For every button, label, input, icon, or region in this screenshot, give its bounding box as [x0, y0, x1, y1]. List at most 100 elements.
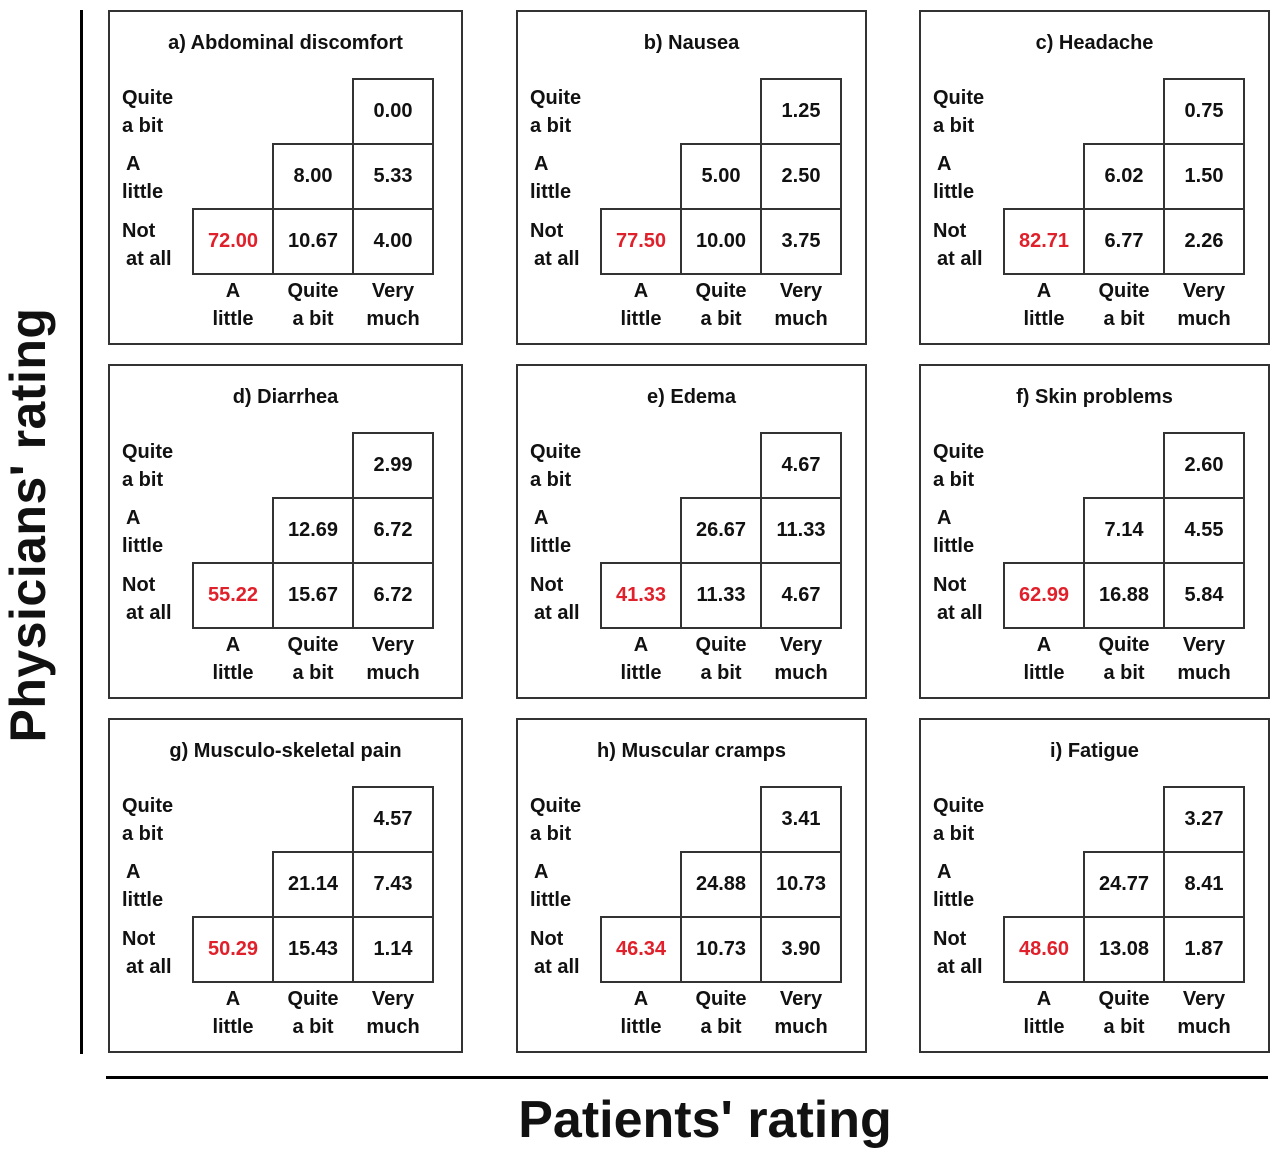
panel-title: f) Skin problems — [1016, 386, 1173, 408]
x-axis-line — [106, 1076, 1268, 1079]
column-label-line: a bit — [292, 662, 334, 684]
table-cell: 26.67 — [680, 497, 762, 564]
column-label-line: Quite — [287, 280, 339, 302]
table-cell: 15.43 — [272, 916, 354, 983]
table-cell: 24.77 — [1083, 851, 1165, 918]
column-label: Quite a bit — [1083, 277, 1165, 333]
row-label-line: A — [534, 153, 549, 175]
column-label: Very much — [760, 985, 842, 1041]
row-label-line: a bit — [122, 823, 164, 845]
column-label-line: Very — [371, 634, 415, 656]
row-label-line: Not — [122, 574, 156, 596]
column-label: Very much — [1163, 631, 1245, 687]
highlight-cell: 62.99 — [1003, 562, 1085, 629]
column-label-line: a bit — [700, 1016, 742, 1038]
column-label: Very much — [760, 277, 842, 333]
row-label-line: A — [937, 507, 952, 529]
panel-title: c) Headache — [1035, 32, 1154, 54]
y-axis-label: Physicians' rating — [0, 307, 56, 743]
column-label-line: A — [633, 634, 649, 656]
row-label-line: Quite — [530, 795, 582, 817]
table-cell: 1.50 — [1163, 143, 1245, 210]
row-label-line: A — [534, 507, 549, 529]
panel-title: e) Edema — [647, 386, 736, 408]
column-label-line: A — [225, 988, 241, 1010]
column-label-line: Quite — [695, 634, 747, 656]
table-cell: 6.72 — [352, 562, 434, 629]
row-label-line: at all — [937, 248, 983, 270]
panel-title: i) Fatigue — [1050, 740, 1139, 762]
row-label-line: Quite — [933, 441, 985, 463]
table-cell: 5.33 — [352, 143, 434, 210]
column-label: Quite a bit — [1083, 631, 1165, 687]
table-cell: 6.02 — [1083, 143, 1165, 210]
column-label-line: little — [1023, 1016, 1065, 1038]
row-label: Quite a bit — [122, 84, 173, 140]
table-cell: 8.00 — [272, 143, 354, 210]
column-label-line: Quite — [1098, 280, 1150, 302]
row-label-line: little — [933, 181, 975, 203]
row-label-line: at all — [126, 248, 172, 270]
row-label-line: little — [122, 889, 164, 911]
row-label: Quite a bit — [530, 792, 581, 848]
row-label: Not at all — [122, 925, 172, 981]
row-label: Not at all — [933, 925, 983, 981]
row-label-line: at all — [126, 956, 172, 978]
highlight-cell: 82.71 — [1003, 208, 1085, 275]
row-label-line: Quite — [933, 795, 985, 817]
row-label-line: Quite — [122, 795, 174, 817]
column-label-line: much — [366, 308, 420, 330]
table-cell: 4.00 — [352, 208, 434, 275]
column-label-line: much — [774, 662, 828, 684]
row-label: Quite a bit — [933, 792, 984, 848]
row-label: Quite a bit — [530, 84, 581, 140]
y-axis-line — [80, 10, 83, 1054]
table-cell: 8.41 — [1163, 851, 1245, 918]
row-label-line: little — [933, 889, 975, 911]
row-label-line: Quite — [122, 87, 174, 109]
column-label-line: A — [633, 988, 649, 1010]
table-cell: 0.00 — [352, 78, 434, 145]
row-label: Not at all — [122, 217, 172, 273]
table-cell: 15.67 — [272, 562, 354, 629]
column-label: Quite a bit — [272, 985, 354, 1041]
column-label-line: Very — [371, 280, 415, 302]
row-label: Quite a bit — [530, 438, 581, 494]
table-cell: 7.14 — [1083, 497, 1165, 564]
row-label: Not at all — [530, 571, 580, 627]
row-label-line: little — [122, 535, 164, 557]
column-label: Very much — [760, 631, 842, 687]
table-cell: 3.90 — [760, 916, 842, 983]
row-label-line: at all — [937, 956, 983, 978]
column-label-line: Very — [1182, 634, 1226, 656]
table-cell: 1.87 — [1163, 916, 1245, 983]
column-label-line: A — [633, 280, 649, 302]
table-cell: 4.57 — [352, 786, 434, 853]
table-cell: 0.75 — [1163, 78, 1245, 145]
row-label-line: little — [530, 181, 572, 203]
panel-title: d) Diarrhea — [232, 386, 339, 408]
row-label: Quite a bit — [122, 438, 173, 494]
column-label-line: Quite — [287, 634, 339, 656]
column-label-line: little — [212, 308, 254, 330]
row-label-line: little — [933, 535, 975, 557]
row-label-line: Not — [530, 574, 564, 596]
row-label: Not at all — [933, 217, 983, 273]
row-label-line: A — [126, 507, 141, 529]
column-label-line: Very — [1182, 988, 1226, 1010]
column-label-line: much — [366, 662, 420, 684]
